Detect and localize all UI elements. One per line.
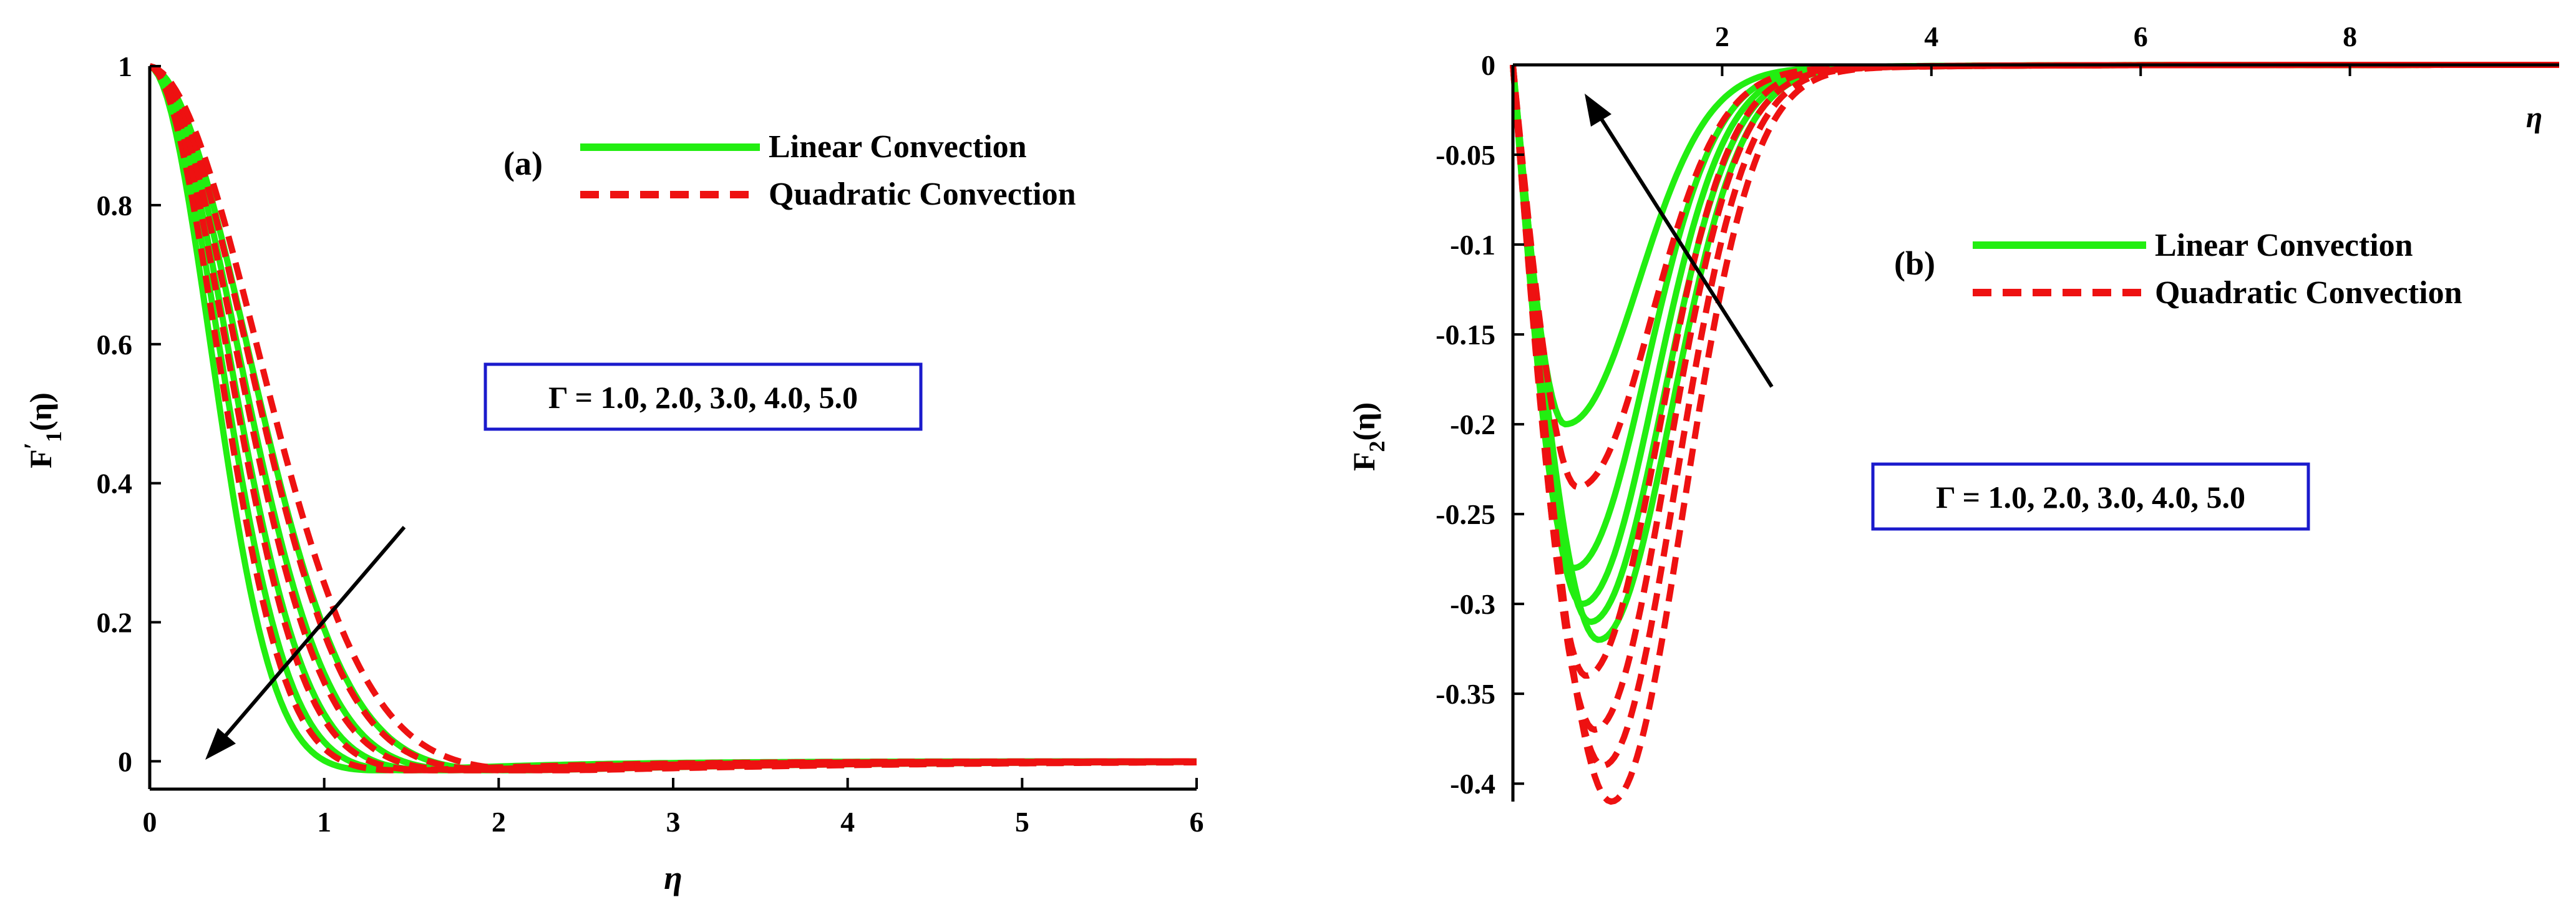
panel-b-arrow-head: [1585, 94, 1611, 127]
panel-a-ticks: 0 1 2 3 4 5 6 0 0.2 0.4 0.6 0.8 1: [97, 51, 1204, 838]
panel-b-ylabel-main: F: [1346, 452, 1381, 472]
panel-a-ytick-label: 0.4: [97, 468, 133, 500]
panel-b-legend: Linear Convection Quadratic Convection: [1973, 228, 2462, 311]
panel-a-ylabel-arg: (η): [23, 392, 58, 431]
panel-a-quadratic-curve-5: [148, 63, 1197, 774]
panel-b-ytick-label: -0.4: [1450, 768, 1495, 800]
panel-b-trend-arrow: [1585, 94, 1774, 388]
panel-a-xtick-label: 0: [143, 806, 157, 838]
panel-a-x-label: η: [664, 859, 683, 896]
panel-b-annotation-text: Γ = 1.0, 2.0, 3.0, 4.0, 5.0: [1936, 480, 2245, 515]
panel-b-ylabel-sub: 2: [1364, 441, 1389, 452]
svg-text:F2(η): F2(η): [1346, 402, 1389, 471]
panel-b-xtick-label: 2: [1715, 21, 1729, 52]
panel-a-curves: [148, 63, 1197, 774]
svg-text:F′1(η): F′1(η): [19, 392, 66, 468]
panel-b-x-label: η: [2526, 101, 2542, 134]
panel-b-legend-linear-label: Linear Convection: [2155, 228, 2413, 263]
panel-b-ytick-label: -0.25: [1436, 498, 1495, 530]
panel-a-legend-linear-label: Linear Convection: [769, 129, 1027, 165]
panel-a-legend-quadratic-label: Quadratic Convection: [769, 177, 1076, 212]
panel-a-annotation-box: [484, 362, 923, 431]
panel-b-ytick-label: -0.15: [1436, 319, 1495, 351]
panel-a-ylabel-prime: ′: [19, 442, 47, 449]
panel-a-ylabel-main: F: [23, 449, 58, 468]
panel-a-ytick-label: 0.6: [97, 329, 133, 361]
panel-a-annotation-text: Γ = 1.0, 2.0, 3.0, 4.0, 5.0: [548, 380, 858, 415]
panel-b: 2 4 6 8 0 -0.05 -0.1 -0.15 -0.2 -0.25 -0.3 -0.35 -0.…: [1346, 21, 2559, 805]
panel-a-arrow-head: [205, 728, 236, 760]
panel-b-quadratic-curve-4: [1510, 62, 2559, 769]
panel-a-xtick-label: 2: [492, 806, 506, 838]
panel-b-ticks: 2 4 6 8 0 -0.05 -0.1 -0.15 -0.2 -0.25 -0.3 -0.35 -0.…: [1436, 21, 2357, 800]
panel-a-xtick-label: 3: [666, 806, 681, 838]
panel-b-ytick-label: 0: [1481, 49, 1495, 81]
panel-b-axes: [1511, 63, 2559, 802]
panel-a-panel-label: (a): [503, 145, 543, 182]
panel-b-xtick-label: 4: [1924, 21, 1938, 52]
panel-a-xtick-label: 4: [840, 806, 855, 838]
panel-a-xtick-label: 6: [1190, 806, 1204, 838]
panel-a-legend: Linear Convection Quadratic Convection: [580, 129, 1076, 212]
panel-b-legend-quadratic-label: Quadratic Convection: [2155, 275, 2462, 311]
panel-a-ylabel-sub: 1: [41, 431, 66, 442]
panel-b-ylabel-arg: (η): [1346, 402, 1381, 441]
panel-b-ytick-label: -0.2: [1450, 409, 1495, 440]
panel-a-gamma-annotation: Γ = 1.0, 2.0, 3.0, 4.0, 5.0: [484, 362, 923, 431]
panel-b-ytick-label: -0.3: [1450, 588, 1495, 620]
panel-b-ytick-label: -0.1: [1450, 229, 1495, 261]
panel-a-ytick-label: 0: [118, 745, 132, 777]
panel-a-ytick-label: 1: [118, 51, 132, 82]
panel-b-gamma-annotation: Γ = 1.0, 2.0, 3.0, 4.0, 5.0: [1871, 462, 2310, 531]
panel-a-trend-arrow: [205, 526, 406, 760]
panel-a-ytick-label: 0.2: [97, 607, 133, 639]
panel-a: 0 1 2 3 4 5 600.20.40.60.81 F′1(η) η (a) Linea…: [19, 51, 1204, 896]
panel-a-xtick-label: 1: [317, 806, 331, 838]
panel-a-arrow-shaft: [215, 526, 406, 747]
panel-b-xtick-label: 8: [2343, 21, 2357, 52]
panel-b-annotation-box: [1871, 462, 2310, 531]
panel-b-xtick-label: 6: [2134, 21, 2148, 52]
panel-b-ytick-label: -0.05: [1436, 139, 1495, 171]
panel-b-arrow-shaft: [1595, 111, 1774, 388]
panel-a-xtick-label: 5: [1015, 806, 1029, 838]
panel-a-ytick-label: 0.8: [97, 190, 133, 221]
panel-b-ytick-label: -0.35: [1436, 678, 1495, 710]
panel-b-y-label: F2(η): [1346, 402, 1389, 471]
panel-b-panel-label: (b): [1894, 245, 1935, 282]
panel-a-y-label: F′1(η): [19, 392, 66, 468]
